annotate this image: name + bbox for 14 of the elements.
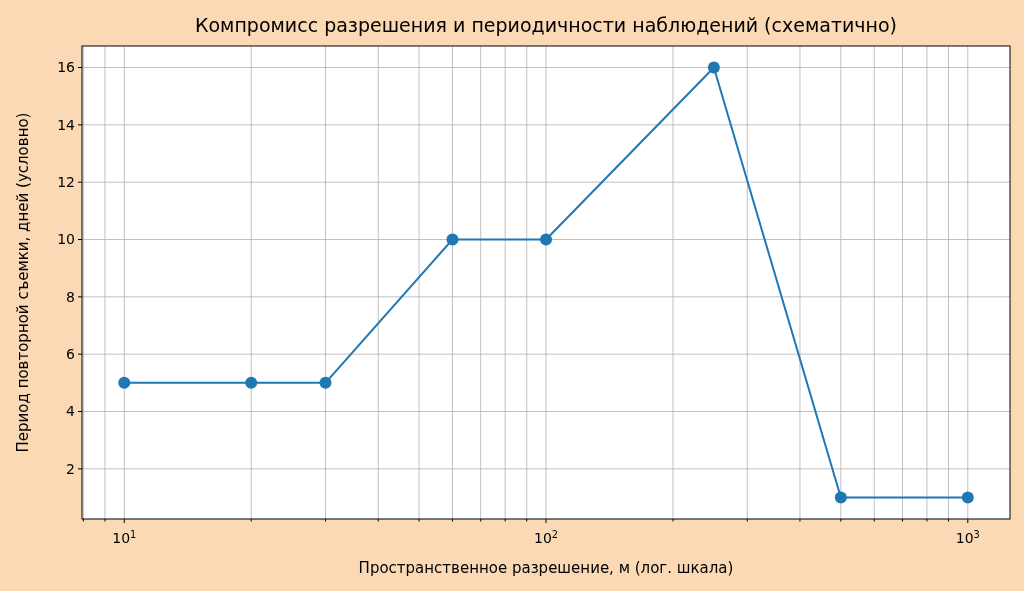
y-tick-label: 10	[57, 231, 75, 248]
x-tick-label: 10$^{1}$	[112, 528, 137, 546]
x-tick-label: 10$^{2}$	[534, 528, 559, 546]
chart-title: Компромисс разрешения и периодичности наблюдений (схематично)	[194, 14, 898, 36]
y-tick-label: 14	[57, 116, 76, 133]
x-axis-title: Пространственное разрешение, м (лог. шкала)	[358, 559, 734, 577]
y-tick-label: 8	[66, 288, 75, 305]
y-tick-label: 2	[66, 460, 75, 477]
y-axis-title: Период повторной съемки, дней (условно)	[14, 112, 32, 453]
y-tick-label: 12	[57, 174, 75, 191]
y-tick-label: 6	[66, 346, 76, 363]
x-tick-label: 10$^{3}$	[955, 528, 980, 546]
y-tick-label: 16	[57, 59, 76, 76]
y-tick-label: 4	[66, 403, 76, 420]
